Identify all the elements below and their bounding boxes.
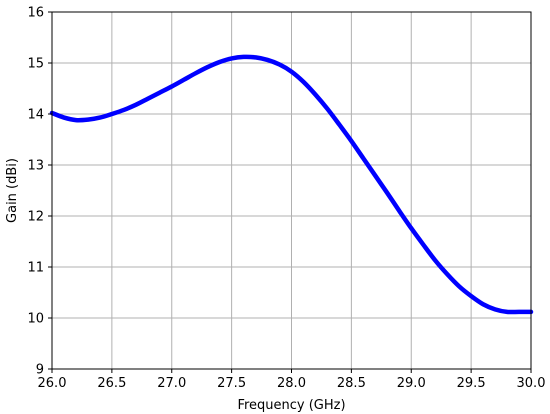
x-tick-label: 27.0 [157,376,186,391]
x-tick-label: 28.0 [277,376,306,391]
y-axis-label: Gain (dBi) [5,158,20,223]
y-tick-label: 14 [27,108,44,123]
x-tick-label: 29.5 [457,376,486,391]
series-layer [49,54,534,315]
x-tick-label: 26.0 [38,376,67,391]
x-tick-label: 30.0 [517,376,546,391]
x-axis-label: Frequency (GHz) [237,398,345,413]
x-tick-label: 29.0 [397,376,426,391]
series-line [49,54,534,315]
y-tick-label: 9 [36,363,44,378]
ticks: 26.0 26.5 27.0 27.5 28.0 28.5 29.0 29.5 30.0 9 10 1… [27,6,545,392]
x-tick-label: 27.5 [217,376,246,391]
y-tick-label: 11 [27,261,44,276]
y-tick-label: 12 [27,210,44,225]
y-tick-label: 13 [27,159,44,174]
x-tick-label: 26.5 [97,376,126,391]
y-tick-label: 10 [27,312,44,327]
x-tick-label: 28.5 [337,376,366,391]
y-tick-label: 16 [27,6,44,21]
y-tick-label: 15 [27,57,44,72]
